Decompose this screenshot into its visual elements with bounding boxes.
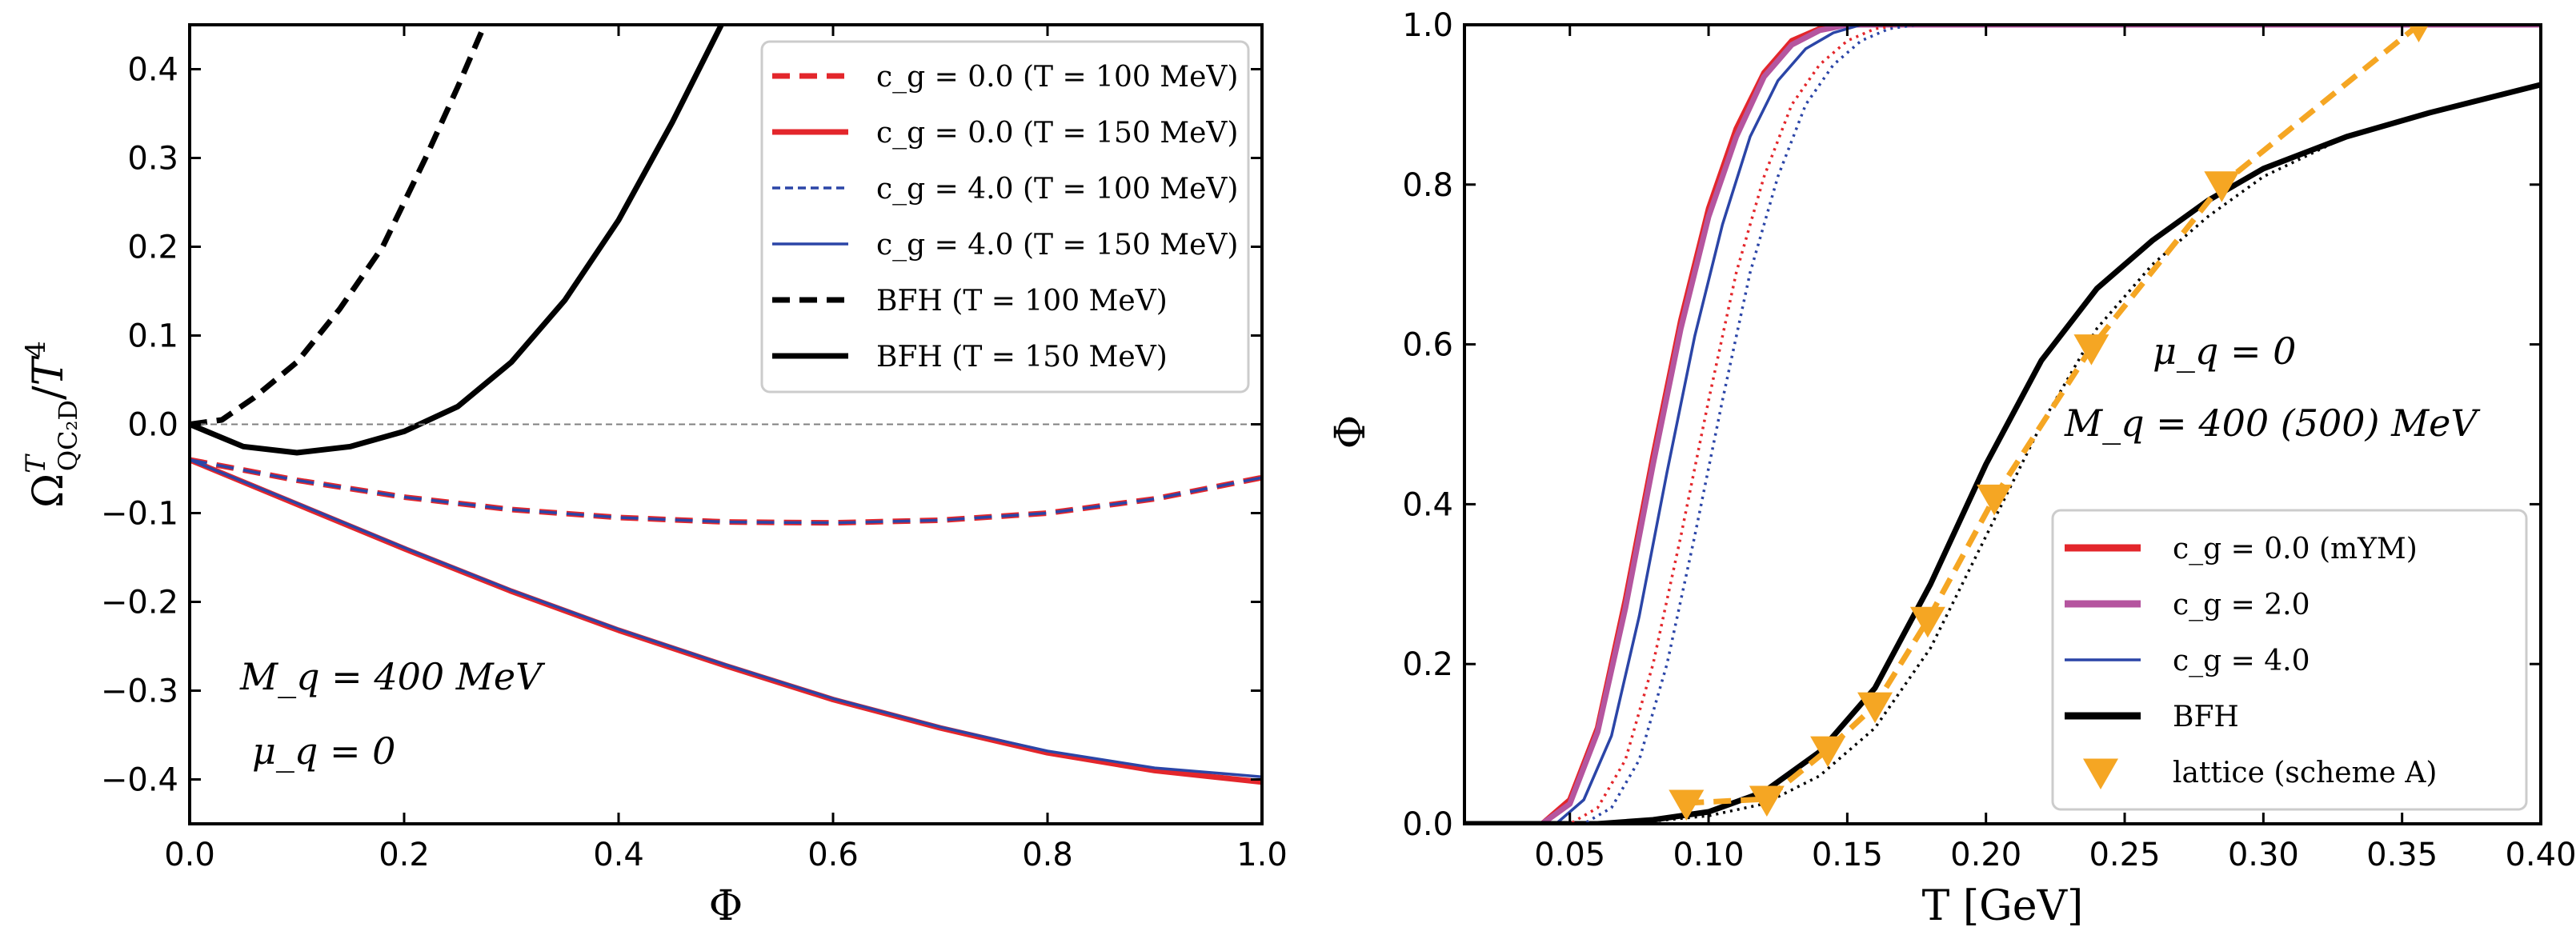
y-tick-label: 0.8 [1402,167,1453,204]
legend-left: c_g = 0.0 (T = 100 MeV) c_g = 0.0 (T = 15… [760,40,1250,394]
y-tick-label: 0.4 [127,52,178,89]
y-tick-label: −0.1 [101,496,178,533]
lattice-point-5 [1977,484,2013,516]
y-tick-label: −0.2 [101,585,178,621]
y-tick-label: 0.4 [1402,486,1453,523]
series-line-3 [190,458,1262,778]
legend-label-0: c_g = 0.0 (T = 100 MeV) [876,61,1238,94]
lattice-point-6 [2073,334,2109,366]
series-group [190,25,1262,785]
x-tick-label: 0.8 [1022,837,1073,873]
legend-label-0: c_g = 0.0 (mYM) [2173,533,2418,565]
legend-swatch-4 [2083,758,2118,789]
lattice-point-2 [1810,736,1846,768]
lattice-point-0 [1669,789,1705,821]
lattice-point-7 [2204,171,2240,202]
y-tick-label: −0.3 [101,673,178,710]
y-tick-label: 1.0 [1402,7,1453,44]
x-tick-label: 0.15 [1812,837,1883,873]
series-line-3 [1464,82,2541,824]
annotation-mu: μ_q = 0 [2153,330,2296,373]
x-tick-label: 0.2 [379,837,430,873]
legend-label-4: BFH (T = 100 MeV) [876,285,1168,318]
legend-label-3: c_g = 4.0 (T = 150 MeV) [876,229,1238,262]
lattice-point-8 [2408,25,2430,42]
lattice-point-4 [1909,606,1945,638]
y-axis-label: ΩTQC₂D/T4 [20,341,83,508]
y-tick-label: 0.1 [127,318,178,355]
series-line-1 [1464,25,2541,824]
legend-label-1: c_g = 0.0 (T = 150 MeV) [876,117,1238,150]
x-tick-label: 0.30 [2228,837,2299,873]
legend-box [760,40,1250,394]
y-tick-label: 0.2 [1402,646,1453,683]
series-line-0 [190,457,1262,526]
x-tick-label: 0.05 [1534,837,1605,873]
x-tick-label: 0.0 [164,837,215,873]
x-tick-label: 0.35 [2366,837,2438,873]
x-tick-label: 0.10 [1673,837,1745,873]
y-tick-label: 0.6 [1402,327,1453,364]
x-tick-label: 0.4 [593,837,644,873]
x-tick-label: 0.6 [807,837,859,873]
annotation-mu: μ_q = 0 [252,729,395,773]
legend-label-4: lattice (scheme A) [2173,757,2437,789]
series-line-2 [1464,25,2541,824]
series-line-5 [190,25,725,456]
legend-label-2: c_g = 4.0 [2173,645,2310,677]
x-tick-label: 0.20 [1950,837,2021,873]
y-tick-label: 0.2 [127,230,178,266]
series-line-6 [1464,83,2541,824]
x-tick-label: 0.25 [2089,837,2160,873]
y-axis-label: Φ [1327,415,1375,450]
plot-frame [1463,23,2542,825]
y-tick-label: 0.0 [127,407,178,444]
legend-label-5: BFH (T = 150 MeV) [876,341,1168,374]
legend-box [2051,509,2528,811]
series-line-5 [1464,25,2541,824]
annotation-mass: M_q = 400 MeV [239,655,546,698]
legend-right: c_g = 0.0 (mYM) c_g = 2.0 c_g = 4.0 BFH latt… [2051,509,2528,811]
series-line-2 [190,458,1262,525]
legend-label-1: c_g = 2.0 [2173,589,2310,621]
annotation-mass: M_q = 400 (500) MeV [2064,402,2481,445]
y-tick-label: 0.0 [1402,806,1453,843]
left-panel: 0.0 0.2 0.4 0.6 0.8 1.0 −0.4 −0.3 −0.2 −0.1 0.0 0.1… [20,23,1288,930]
y-tick-label: 0.3 [127,141,178,178]
legend-label-2: c_g = 4.0 (T = 100 MeV) [876,173,1238,206]
lattice-point-3 [1857,692,1893,724]
x-tick-label: 1.0 [1236,837,1288,873]
series-line-4 [190,25,487,427]
series-line-4 [1464,25,2541,824]
right-panel: 0.05 0.10 0.15 0.20 0.25 0.30 0.35 0.40 0.0 0.2 0.… [1327,7,2576,930]
x-axis-label: Φ [709,882,743,930]
x-axis-label: T [GeV] [1922,882,2084,930]
lattice-point-1 [1749,785,1785,817]
x-tick-label: 0.40 [2505,837,2576,873]
legend-label-3: BFH [2173,701,2239,733]
y-tick-label: −0.4 [101,762,178,799]
